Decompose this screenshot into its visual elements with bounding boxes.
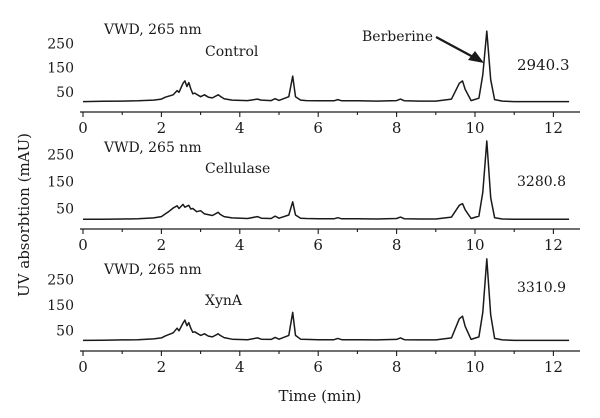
- x-tick-label: 8: [392, 236, 402, 254]
- y-tick-label: 50: [56, 323, 74, 339]
- y-tick-label: 250: [47, 148, 74, 164]
- x-tick-label: 8: [392, 358, 402, 376]
- panel-xyna: VWD, 265 nm XynA 3310.9 0 2 4 6 8 10 12 50 150 25…: [47, 258, 580, 376]
- berberine-area-label: 3280.8: [517, 174, 566, 190]
- y-tick-label: 150: [47, 61, 74, 77]
- berberine-area-label: 3310.9: [517, 280, 566, 296]
- panel-control: VWD, 265 nm Control 2940.3 0 2 4 6 8 10 12 50 15…: [47, 22, 580, 137]
- x-tick-label: 10: [465, 358, 484, 376]
- berberine-annotation-label: Berberine: [362, 29, 433, 45]
- x-tick-label: 12: [544, 236, 563, 254]
- detector-label: VWD, 265 nm: [103, 140, 202, 156]
- x-tick-label: 6: [313, 236, 323, 254]
- sample-name-label: Control: [205, 44, 259, 60]
- y-tick-label: 150: [47, 175, 74, 191]
- x-tick-label: 2: [157, 236, 167, 254]
- x-tick-label: 4: [235, 119, 245, 137]
- chromatogram-trace: [83, 140, 570, 221]
- berberine-area-label: 2940.3: [517, 56, 570, 74]
- sample-name-label: Cellulase: [205, 161, 270, 177]
- detector-label: VWD, 265 nm: [103, 262, 202, 278]
- x-tick-label: 6: [313, 358, 323, 376]
- detector-label: VWD, 265 nm: [103, 22, 202, 38]
- x-tick-label: 4: [235, 236, 245, 254]
- annotation-arrow-shaft: [435, 36, 476, 59]
- sample-name-label: XynA: [205, 293, 243, 309]
- chromatogram-trace: [82, 30, 570, 103]
- x-tick-label: 10: [465, 119, 484, 137]
- chromatogram-trace: [82, 258, 570, 342]
- y-tick-label: 250: [47, 36, 74, 52]
- x-tick-label: 6: [313, 119, 323, 137]
- x-tick-label: 12: [544, 119, 563, 137]
- x-tick-label: 0: [78, 358, 88, 376]
- annotation-arrow-head: [468, 51, 484, 63]
- x-tick-label: 2: [157, 119, 167, 137]
- x-tick-label: 0: [78, 236, 88, 254]
- y-tick-label: 250: [47, 272, 74, 288]
- berberine-annotation: Berberine: [362, 29, 484, 63]
- y-tick-label: 150: [47, 298, 74, 314]
- x-axis-title: Time (min): [278, 387, 361, 405]
- x-tick-label: 10: [465, 236, 484, 254]
- y-tick-label: 50: [56, 202, 74, 218]
- y-axis-title: UV absorbtion (mAU): [15, 133, 33, 297]
- y-tick-label: 50: [56, 85, 74, 101]
- panel-cellulase: VWD, 265 nm Cellulase 3280.8 0 2 4 6 8 10 12 50…: [47, 140, 580, 254]
- x-tick-label: 8: [392, 119, 402, 137]
- x-tick-label: 0: [78, 119, 88, 137]
- x-tick-label: 2: [157, 358, 167, 376]
- x-tick-label: 12: [544, 358, 563, 376]
- x-tick-label: 4: [235, 358, 245, 376]
